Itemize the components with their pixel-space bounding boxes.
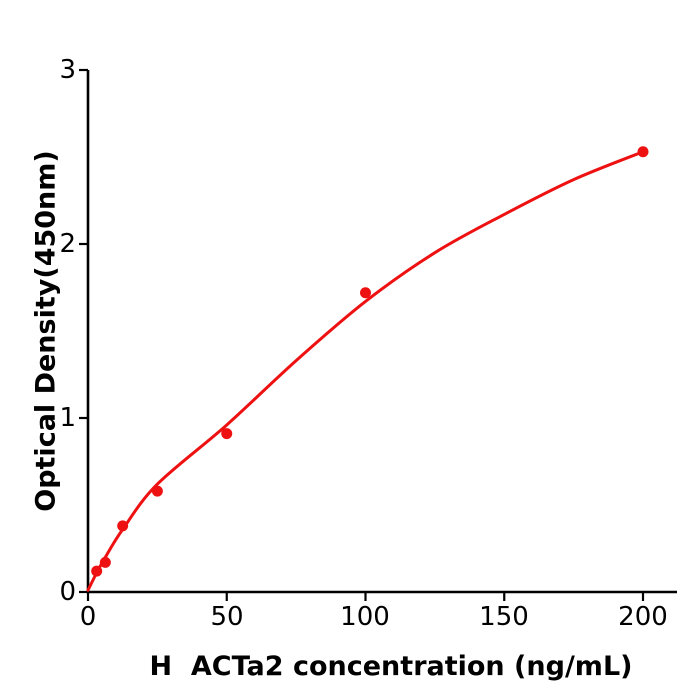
x-tick-label-50: 50 [210, 602, 244, 632]
y-axis-title: Optical Density(450nm) [30, 150, 62, 512]
y-tick-label-2: 2 [59, 229, 76, 259]
x-tick-label-0: 0 [79, 602, 97, 632]
data-point [360, 287, 371, 299]
x-axis-title: H ACTa2 concentration (ng/mL) [149, 651, 633, 682]
data-point [221, 428, 233, 440]
y-tick-label-3: 3 [59, 55, 76, 85]
y-tick-label-1: 1 [59, 403, 76, 433]
x-tick-label-150: 150 [479, 602, 529, 632]
y-tick-label-0: 0 [59, 577, 76, 607]
x-tick-label-200: 200 [618, 602, 668, 632]
x-tick-label-100: 100 [340, 602, 390, 632]
x-tick-marks [86, 592, 645, 601]
y-tick-marks [79, 68, 88, 594]
fit-curve-line [86, 150, 645, 592]
series-layer [86, 146, 649, 592]
